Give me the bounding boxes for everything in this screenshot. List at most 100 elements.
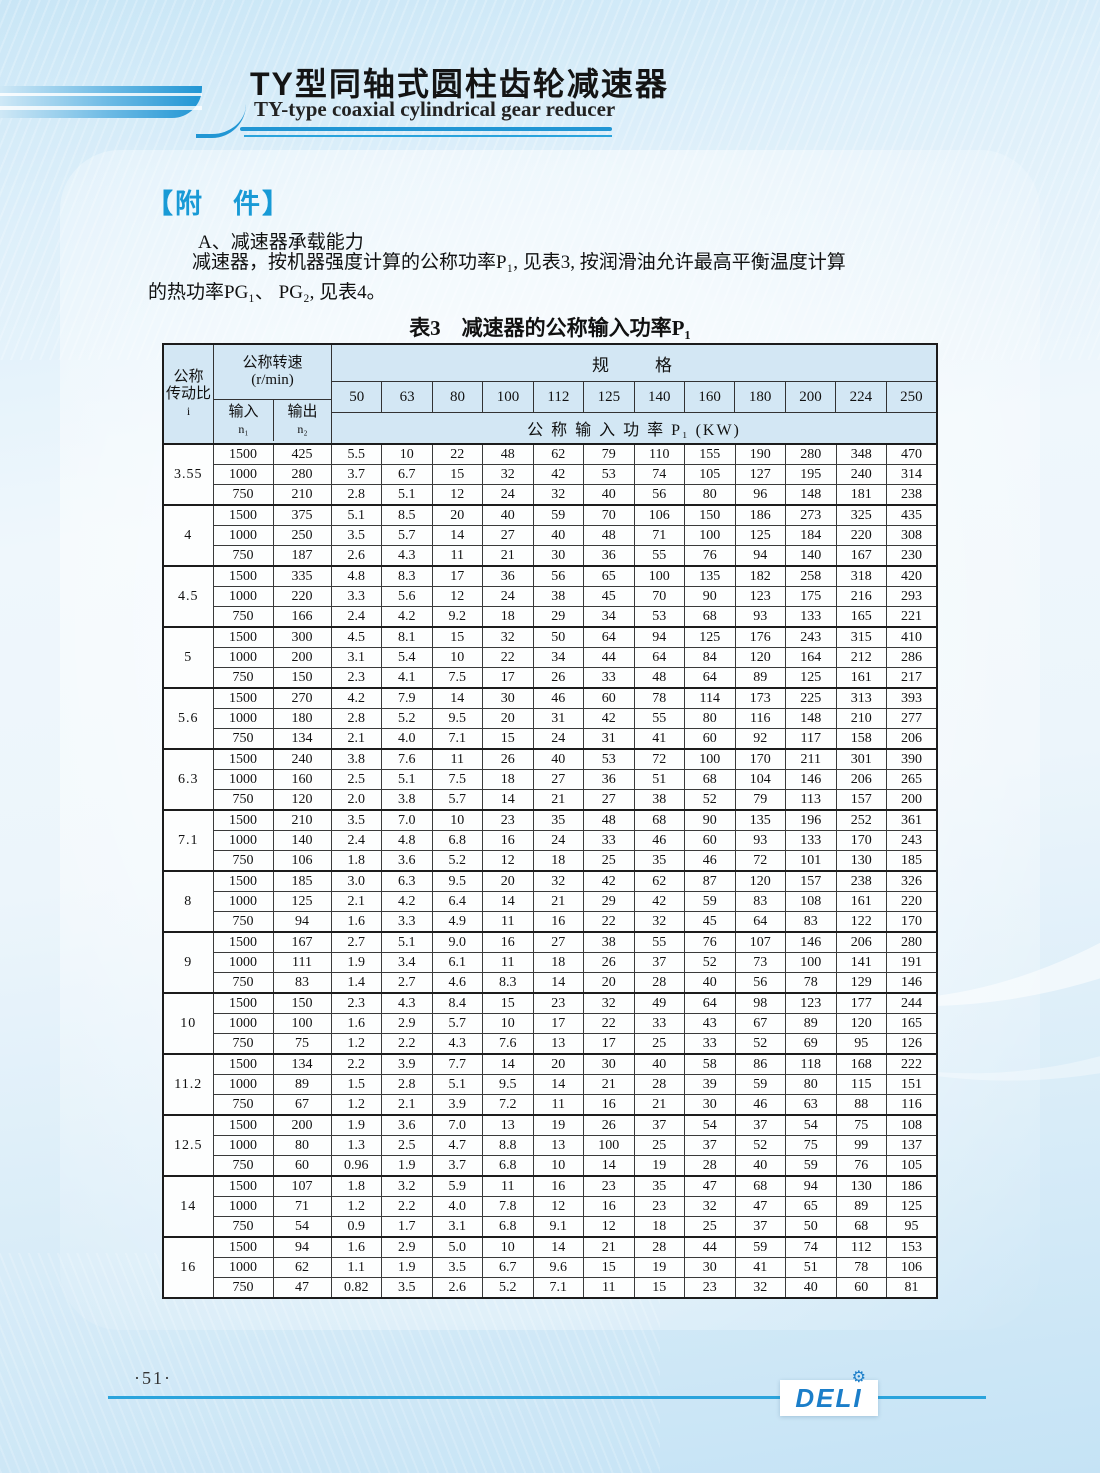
table-cell: 36 bbox=[583, 545, 635, 567]
table-cell: 17 bbox=[583, 1033, 635, 1055]
speed-header-label: 公称转速 bbox=[242, 355, 303, 371]
table-cell: 95 bbox=[886, 1216, 938, 1238]
table-cell: 80 bbox=[272, 1135, 332, 1156]
table-cell: 9.6 bbox=[532, 1257, 584, 1278]
table-cell: 170 bbox=[734, 748, 786, 770]
table-cell: 106 bbox=[272, 850, 332, 872]
table-cell: 32 bbox=[482, 464, 534, 485]
table-cell: 167 bbox=[272, 931, 332, 953]
table-cell: 9.1 bbox=[532, 1216, 584, 1238]
table-cell: 50 bbox=[785, 1216, 837, 1238]
table-cell: 78 bbox=[633, 687, 685, 709]
table-cell: 17 bbox=[482, 667, 534, 689]
table-cell: 41 bbox=[734, 1257, 786, 1278]
table-cell: 32 bbox=[684, 1196, 736, 1217]
table-cell: 113 bbox=[785, 789, 837, 811]
table-cell: 217 bbox=[886, 667, 938, 689]
table-cell: 101 bbox=[785, 850, 837, 872]
table-cell: 361 bbox=[886, 809, 938, 831]
table-cell: 30 bbox=[684, 1257, 736, 1278]
table-cell: 28 bbox=[633, 972, 685, 994]
table-cell: 123 bbox=[734, 586, 786, 607]
table-cell: 21 bbox=[583, 1074, 635, 1095]
table-cell: 130 bbox=[835, 1175, 887, 1197]
table-title: 表3 减速器的公称输入功率P₁ bbox=[409, 316, 691, 340]
table-cell: 1500 bbox=[212, 992, 274, 1014]
table-cell: 151 bbox=[886, 1074, 938, 1095]
table-cell: 30 bbox=[583, 1053, 635, 1075]
table-cell: 79 bbox=[734, 789, 786, 811]
table-cell: 3.3 bbox=[330, 586, 382, 607]
table-cell: 116 bbox=[886, 1094, 938, 1116]
ratio-header-line2: 传动比 bbox=[165, 385, 211, 402]
table-cell: 16 bbox=[583, 1094, 635, 1116]
table-cell: 64 bbox=[583, 626, 635, 648]
table-cell: 11 bbox=[532, 1094, 584, 1116]
table-cell: 120 bbox=[734, 647, 786, 668]
table-cell: 18 bbox=[482, 606, 534, 628]
table-cell: 112 bbox=[835, 1236, 887, 1258]
header-underline-thick bbox=[240, 127, 612, 131]
table-cell: 42 bbox=[532, 464, 584, 485]
size-header-cell: 180 bbox=[735, 382, 786, 412]
table-cell: 26 bbox=[583, 1114, 635, 1136]
table-row: 1000 280 3.7 6.7 15 32 42 53 74 105 127 195 240 314 bbox=[163, 464, 938, 485]
table-cell: 1000 bbox=[212, 891, 274, 912]
table-cell: 8.8 bbox=[482, 1135, 534, 1156]
table-cell: 184 bbox=[785, 525, 837, 546]
table-row: 750 94 1.6 3.3 4.9 11 16 22 32 45 64 83 122 170 bbox=[163, 911, 938, 933]
table-cell: 4.5 bbox=[330, 626, 382, 648]
table-cell: 59 bbox=[684, 891, 736, 912]
table-row: 1000 100 1.6 2.9 5.7 10 17 22 33 43 67 89 120 165 bbox=[163, 1013, 938, 1034]
table-cell: 20 bbox=[482, 870, 534, 892]
size-header-cell: 125 bbox=[584, 382, 635, 412]
table-cell: 20 bbox=[482, 708, 534, 729]
table-cell: 2.9 bbox=[381, 1236, 433, 1258]
table-cell: 46 bbox=[633, 830, 685, 851]
table-header-right: 规 格 50 63 80 100 112 125 140 160 180 200 224 250 公 … bbox=[332, 345, 936, 443]
table-cell: 280 bbox=[886, 931, 938, 953]
table-cell: 2.7 bbox=[330, 931, 382, 953]
table-cell: 425 bbox=[272, 443, 332, 465]
table-cell: 7.8 bbox=[482, 1196, 534, 1217]
table-cell: 326 bbox=[886, 870, 938, 892]
table-cell: 196 bbox=[785, 809, 837, 831]
table-cell: 134 bbox=[272, 1053, 332, 1075]
table-cell: 22 bbox=[583, 911, 635, 933]
table-row: 14 1500 107 1.8 3.2 5.9 11 16 23 35 47 68 94 130 186 bbox=[162, 1175, 938, 1238]
table-cell: 200 bbox=[272, 647, 332, 668]
table-cell: 270 bbox=[272, 687, 332, 709]
table-cell: 1000 bbox=[212, 586, 274, 607]
table-row: 1000 62 1.1 1.9 3.5 6.7 9.6 15 19 30 41 51 78 106 bbox=[163, 1257, 938, 1278]
table-cell: 27 bbox=[532, 769, 584, 790]
table-cell: 1500 bbox=[212, 1114, 274, 1136]
table-cell: 1500 bbox=[212, 1175, 274, 1197]
table-cell: 300 bbox=[272, 626, 332, 648]
table-cell: 75 bbox=[272, 1033, 332, 1055]
table-cell: 89 bbox=[272, 1074, 332, 1095]
table-row: 1000 160 2.5 5.1 7.5 18 27 36 51 68 104 146 206 265 bbox=[163, 769, 938, 790]
table-row: 6.3 1500 240 3.8 7.6 11 26 40 53 72 100 170 211 301 39… bbox=[162, 748, 938, 811]
table-cell: 390 bbox=[886, 748, 938, 770]
table-cell: 60 bbox=[272, 1155, 332, 1177]
table-cell: 125 bbox=[734, 525, 786, 546]
table-cell: 5.1 bbox=[431, 1074, 483, 1095]
table-cell: 11 bbox=[431, 748, 483, 770]
table-cell: 6.7 bbox=[482, 1257, 534, 1278]
table-cell: 12 bbox=[482, 850, 534, 872]
table-row: 750 210 2.8 5.1 12 24 32 40 56 80 96 148 181 238 bbox=[163, 484, 938, 506]
table-cell: 25 bbox=[633, 1033, 685, 1055]
table-cell: 7.2 bbox=[482, 1094, 534, 1116]
ratio-cell: 16 bbox=[162, 1236, 214, 1299]
table-cell: 70 bbox=[583, 504, 635, 526]
table-cell: 18 bbox=[532, 850, 584, 872]
table-row: 750 150 2.3 4.1 7.5 17 26 33 48 64 89 125 161 217 bbox=[163, 667, 938, 689]
table-cell: 146 bbox=[785, 931, 837, 953]
table-cell: 185 bbox=[886, 850, 938, 872]
table-cell: 89 bbox=[785, 1013, 837, 1034]
table-cell: 3.7 bbox=[431, 1155, 483, 1177]
table-cell: 120 bbox=[835, 1013, 887, 1034]
table-cell: 55 bbox=[633, 708, 685, 729]
table-cell: 39 bbox=[684, 1074, 736, 1095]
table-cell: 37 bbox=[734, 1216, 786, 1238]
